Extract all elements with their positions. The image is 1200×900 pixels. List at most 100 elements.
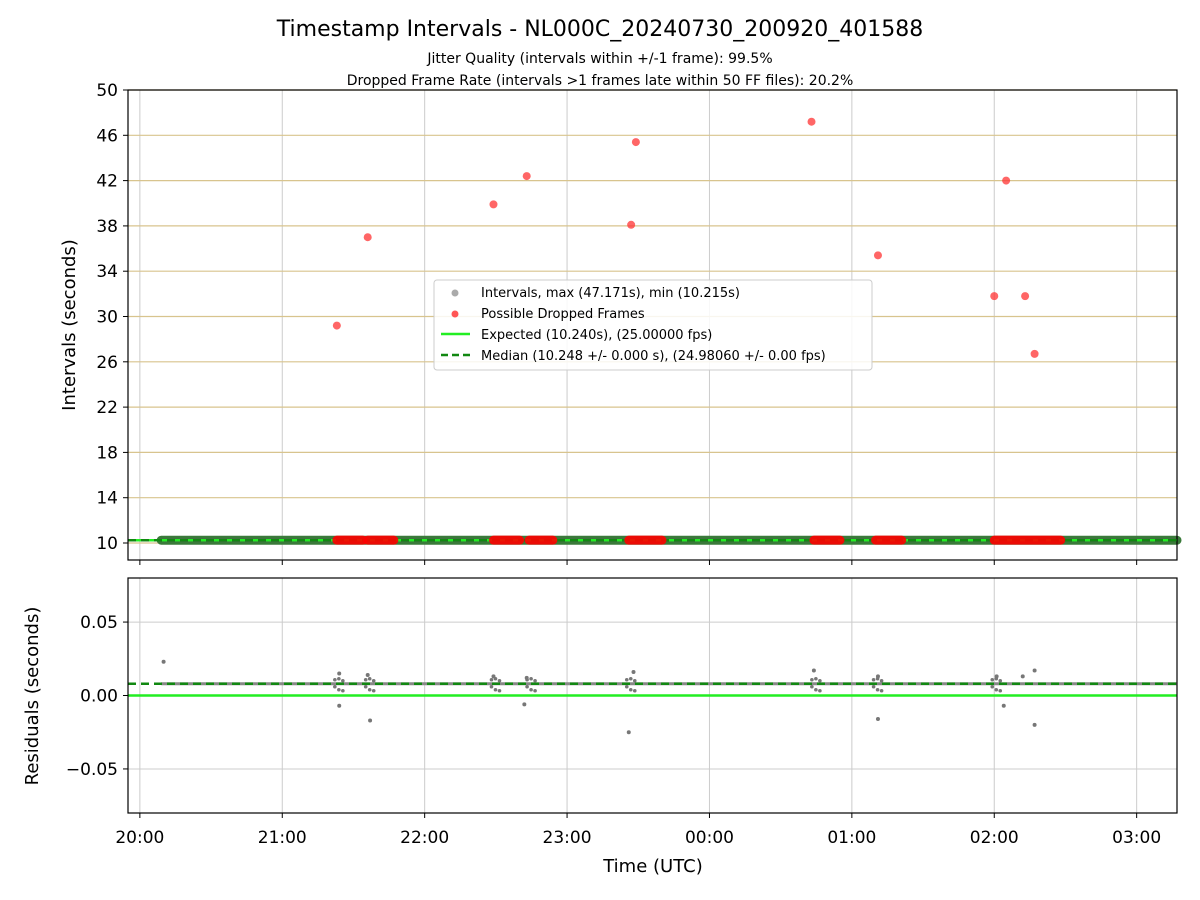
residual-point [363,677,368,682]
residual-point [371,678,376,683]
dropped-frame-point [332,321,341,330]
residual-point [875,674,880,679]
bottom-xtick-label: 01:00 [827,828,876,848]
chart-title: Timestamp Intervals - NL000C_20240730_20… [276,17,923,42]
residual-point [998,678,1003,683]
residual-point [871,677,876,682]
residual-point [628,676,633,681]
top-ytick-label: 22 [96,398,118,418]
residual-point [632,678,637,683]
residual-point [875,717,880,721]
residual-point [632,688,637,693]
top-ytick-label: 50 [96,81,118,101]
residual-point [1020,674,1025,679]
bottom-ytick-label: 0.05 [80,613,118,633]
top-ytick-label: 10 [96,534,118,554]
residual-point [522,702,527,707]
residual-point [337,676,341,681]
residual-point [367,676,372,681]
bottom-ytick-label: −0.05 [66,760,118,780]
residual-point [1032,722,1037,727]
residual-point [814,687,818,692]
residual-point [367,687,372,692]
top-panel-ticks: 10 14 18 22 26 30 34 38 42 46 50 [96,81,1138,565]
dropped-frame-point [363,233,372,242]
top-ytick-label: 34 [96,262,118,282]
top-panel-frame [127,89,1178,561]
chart-subtitle-jitter: Jitter Quality (intervals within +/-1 fr… [426,51,772,67]
top-ytick-label: 38 [96,217,118,237]
top-ytick-label: 46 [96,126,118,146]
dropped-frame-point [873,251,882,260]
top-panel-ylabel: Intervals (seconds) [59,239,80,411]
residual-point [871,684,876,689]
residual-point [1032,668,1037,673]
residual-point [497,678,502,683]
dropped-frame-point [489,200,498,209]
residual-point [628,687,633,692]
residual-point [529,676,533,681]
residual-point [493,687,498,692]
residual-point [626,730,631,735]
bottom-xtick-label: 00:00 [685,828,734,848]
bottom-xtick-label: 22:00 [400,828,449,848]
residual-point [624,684,629,689]
residual-point [990,684,995,689]
top-ytick-label: 30 [96,308,118,328]
legend-box [433,279,873,371]
residual-point [875,687,880,692]
legend-dropped-marker [451,310,459,318]
residual-point [990,677,995,682]
dropped-frame-point [1021,292,1030,301]
legend-intervals-marker [451,289,459,297]
residual-point [529,687,533,692]
bottom-xtick-label: 21:00 [258,828,307,848]
residual-point [161,659,166,664]
residual-point [818,678,822,683]
residual-point [810,684,814,689]
legend-expected-label: Expected (10.240s), (25.00000 fps) [481,328,712,343]
residual-point [818,688,822,693]
residual-point [998,688,1003,693]
legend-median-label: Median (10.248 +/- 0.000 s), (24.98060 +… [481,349,826,364]
residual-point [341,688,345,693]
residual-point [337,687,341,692]
residual-point [363,684,368,689]
residual-point [491,674,496,679]
residual-point [525,684,529,689]
bottom-panel-lines [128,682,1177,697]
residual-point [1001,703,1006,708]
residual-point [365,672,370,677]
residual-point [814,676,818,681]
legend-dropped-label: Possible Dropped Frames [481,307,645,322]
residual-point [497,688,502,693]
residual-point [524,675,529,680]
top-ytick-label: 26 [96,353,118,373]
dropped-frame-point [522,172,531,181]
bottom-panel-ylabel: Residuals (seconds) [22,607,43,786]
residual-point [994,687,999,692]
residual-point [631,670,636,674]
bottom-ytick-label: 0.00 [80,687,118,707]
residual-point [810,677,814,682]
legend: Intervals, max (47.171s), min (10.215s) … [433,279,873,371]
residual-point [341,678,345,683]
residual-point [489,684,494,689]
bottom-xtick-label: 23:00 [543,828,592,848]
bottom-panel-xlabel: Time (UTC) [602,856,703,877]
dropped-frame-point [631,138,640,147]
residual-point [879,688,884,693]
residual-point [337,671,342,676]
residual-point [371,688,376,693]
bottom-xtick-label: 03:00 [1112,828,1161,848]
legend-intervals-label: Intervals, max (47.171s), min (10.215s) [481,286,740,301]
top-ytick-label: 42 [96,172,118,192]
residual-point [333,684,337,689]
residual-point [624,677,629,682]
residual-point [333,677,337,682]
dropped-frame-point [1030,349,1039,358]
dropped-frame-point [627,220,636,229]
